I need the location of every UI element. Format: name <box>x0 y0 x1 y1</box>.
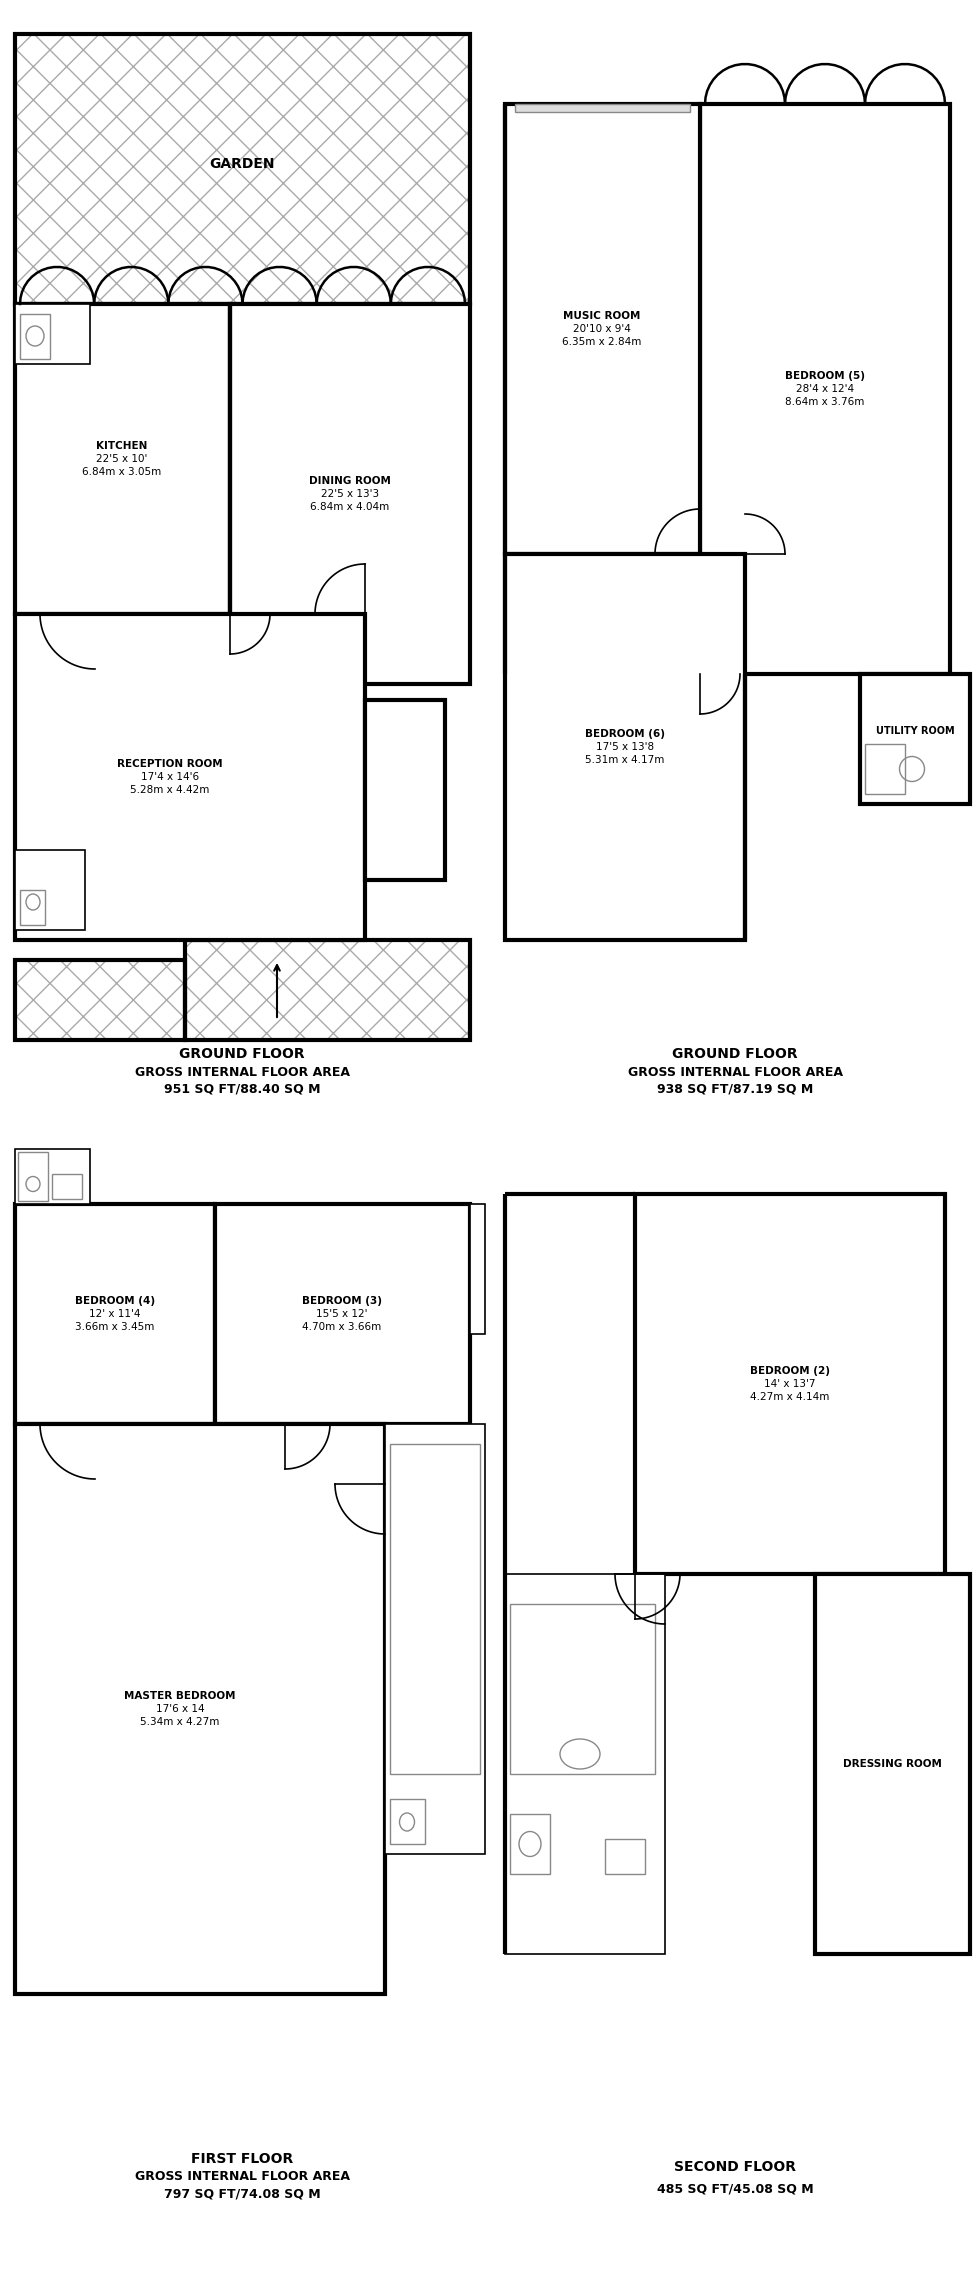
Bar <box>365 700 445 881</box>
Text: BEDROOM (3): BEDROOM (3) <box>302 1296 382 1305</box>
Text: 4.70m x 3.66m: 4.70m x 3.66m <box>303 1321 381 1333</box>
Bar <box>865 743 905 794</box>
Text: DINING ROOM: DINING ROOM <box>309 475 391 486</box>
Text: 20'10 x 9'4: 20'10 x 9'4 <box>573 323 631 335</box>
Bar <box>215 1204 470 1425</box>
Text: 6.84m x 4.04m: 6.84m x 4.04m <box>311 502 390 512</box>
Text: BEDROOM (2): BEDROOM (2) <box>750 1365 830 1376</box>
Bar <box>15 1425 385 1993</box>
Text: 6.35m x 2.84m: 6.35m x 2.84m <box>563 337 642 346</box>
Bar <box>185 941 470 1039</box>
Bar <box>15 1149 90 1204</box>
Text: BEDROOM (4): BEDROOM (4) <box>74 1296 155 1305</box>
Bar <box>15 959 185 1039</box>
Text: SECOND FLOOR: SECOND FLOOR <box>674 2161 796 2175</box>
Bar <box>390 1443 480 1773</box>
Bar <box>18 1152 48 1202</box>
Bar <box>510 1604 655 1773</box>
Text: 485 SQ FT/45.08 SQ M: 485 SQ FT/45.08 SQ M <box>657 2182 813 2195</box>
Bar <box>15 34 470 305</box>
Bar <box>15 305 230 615</box>
Text: 951 SQ FT/88.40 SQ M: 951 SQ FT/88.40 SQ M <box>164 1083 320 1097</box>
Bar <box>185 941 470 1039</box>
Bar <box>20 314 50 358</box>
Bar <box>510 1815 550 1874</box>
Text: BEDROOM (6): BEDROOM (6) <box>585 729 665 739</box>
Bar <box>15 851 85 929</box>
Bar <box>20 890 45 924</box>
Bar <box>15 959 185 1039</box>
Text: 5.31m x 4.17m: 5.31m x 4.17m <box>585 755 664 764</box>
Text: 17'5 x 13'8: 17'5 x 13'8 <box>596 741 654 752</box>
Text: 5.28m x 4.42m: 5.28m x 4.42m <box>130 785 210 796</box>
Bar <box>860 674 970 803</box>
Text: GROUND FLOOR: GROUND FLOOR <box>672 1046 798 1062</box>
Bar <box>230 305 470 684</box>
Bar <box>15 1204 215 1425</box>
Bar <box>385 1425 485 1854</box>
Bar <box>470 1204 485 1335</box>
Text: GROSS INTERNAL FLOOR AREA: GROSS INTERNAL FLOOR AREA <box>134 2170 350 2184</box>
Text: 4.27m x 4.14m: 4.27m x 4.14m <box>751 1392 830 1402</box>
Text: 3.66m x 3.45m: 3.66m x 3.45m <box>75 1321 155 1333</box>
Text: GARDEN: GARDEN <box>210 156 274 172</box>
Text: 938 SQ FT/87.19 SQ M: 938 SQ FT/87.19 SQ M <box>657 1083 813 1097</box>
Text: 12' x 11'4: 12' x 11'4 <box>89 1310 141 1319</box>
Bar <box>390 1798 425 1844</box>
Text: 5.34m x 4.27m: 5.34m x 4.27m <box>140 1716 220 1727</box>
Text: KITCHEN: KITCHEN <box>96 440 148 452</box>
Text: MASTER BEDROOM: MASTER BEDROOM <box>124 1691 236 1700</box>
Text: 15'5 x 12': 15'5 x 12' <box>317 1310 368 1319</box>
Text: GROUND FLOOR: GROUND FLOOR <box>179 1046 305 1062</box>
Bar <box>815 1574 970 1954</box>
Text: RECEPTION ROOM: RECEPTION ROOM <box>118 759 222 768</box>
Bar <box>505 1574 665 1954</box>
Text: FIRST FLOOR: FIRST FLOOR <box>191 2152 293 2166</box>
Bar <box>635 1193 945 1574</box>
Text: 797 SQ FT/74.08 SQ M: 797 SQ FT/74.08 SQ M <box>164 2188 320 2200</box>
Text: 17'4 x 14'6: 17'4 x 14'6 <box>141 773 199 782</box>
Text: 8.64m x 3.76m: 8.64m x 3.76m <box>785 397 864 406</box>
Text: UTILITY ROOM: UTILITY ROOM <box>876 725 955 736</box>
Bar <box>15 34 470 305</box>
Text: 6.84m x 3.05m: 6.84m x 3.05m <box>82 468 162 477</box>
Bar <box>505 553 745 941</box>
Bar <box>52 1175 82 1200</box>
Text: 28'4 x 12'4: 28'4 x 12'4 <box>796 383 854 395</box>
Bar <box>515 103 690 112</box>
Text: 22'5 x 13'3: 22'5 x 13'3 <box>320 489 379 500</box>
Text: 14' x 13'7: 14' x 13'7 <box>764 1379 815 1388</box>
Text: 17'6 x 14: 17'6 x 14 <box>156 1704 204 1714</box>
Bar <box>15 615 365 941</box>
Text: DRESSING ROOM: DRESSING ROOM <box>843 1759 942 1769</box>
Text: 22'5 x 10': 22'5 x 10' <box>96 454 148 463</box>
Bar <box>505 103 700 553</box>
Text: GROSS INTERNAL FLOOR AREA: GROSS INTERNAL FLOOR AREA <box>134 1064 350 1078</box>
Bar <box>605 1840 645 1874</box>
Bar <box>15 305 90 365</box>
Text: GROSS INTERNAL FLOOR AREA: GROSS INTERNAL FLOOR AREA <box>627 1064 843 1078</box>
Bar <box>700 103 950 674</box>
Text: MUSIC ROOM: MUSIC ROOM <box>564 312 641 321</box>
Text: BEDROOM (5): BEDROOM (5) <box>785 372 865 381</box>
